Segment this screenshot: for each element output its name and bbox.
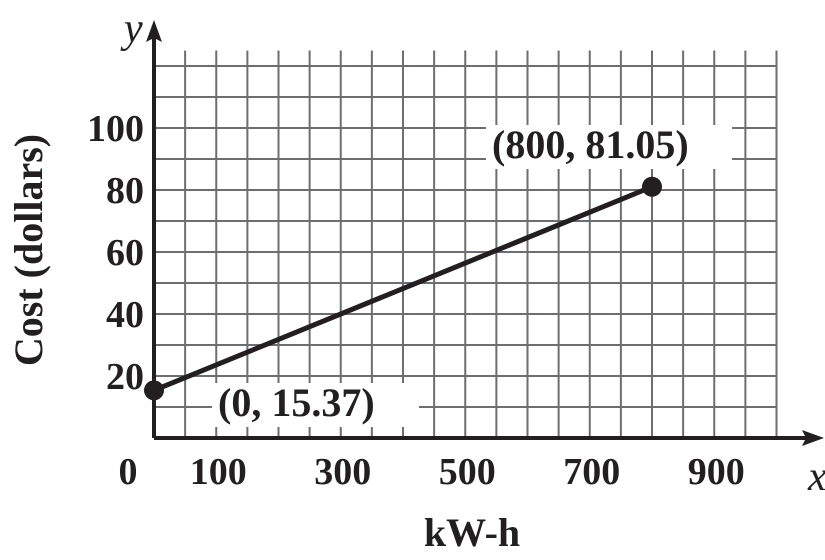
point-label-background (486, 125, 732, 169)
y-tick-label: 60 (106, 232, 144, 274)
x-axis-title: kW-h (424, 510, 520, 555)
point-label-background (212, 383, 419, 427)
x-tick-label: 300 (314, 451, 371, 493)
point-label: (0, 15.37) (218, 380, 375, 425)
x-tick-label: 700 (563, 451, 620, 493)
y-axis-title: Cost (dollars) (6, 134, 51, 366)
data-point (144, 380, 164, 401)
y-tick-label: 80 (106, 170, 144, 212)
data-point (642, 176, 662, 197)
y-tick-label: 40 (106, 294, 144, 336)
x-axis-letter: x (807, 454, 825, 500)
x-tick-label: 900 (688, 451, 745, 493)
y-axis-letter: y (120, 6, 143, 52)
x-tick-label: 0 (119, 451, 138, 493)
x-tick-label: 500 (439, 451, 496, 493)
y-axis-arrow (146, 20, 162, 42)
series-line (151, 184, 655, 393)
point-label: (800, 81.05) (492, 122, 689, 167)
tick-labels: 0 100 300 500 700 900 20 40 60 80 100 (87, 108, 745, 493)
x-tick-label: 100 (190, 451, 247, 493)
x-axis-arrow (802, 430, 824, 446)
y-tick-label: 20 (106, 356, 144, 398)
axes (146, 20, 824, 446)
y-tick-label: 100 (87, 108, 144, 150)
series: (0, 15.37) (800, 81.05) (144, 122, 732, 427)
